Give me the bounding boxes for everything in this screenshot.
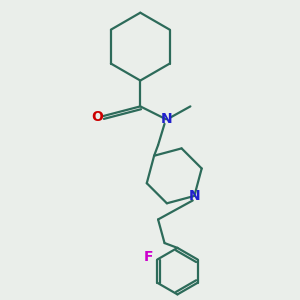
Text: N: N <box>188 189 200 203</box>
Text: F: F <box>143 250 153 264</box>
Text: O: O <box>92 110 103 124</box>
Text: N: N <box>160 112 172 126</box>
